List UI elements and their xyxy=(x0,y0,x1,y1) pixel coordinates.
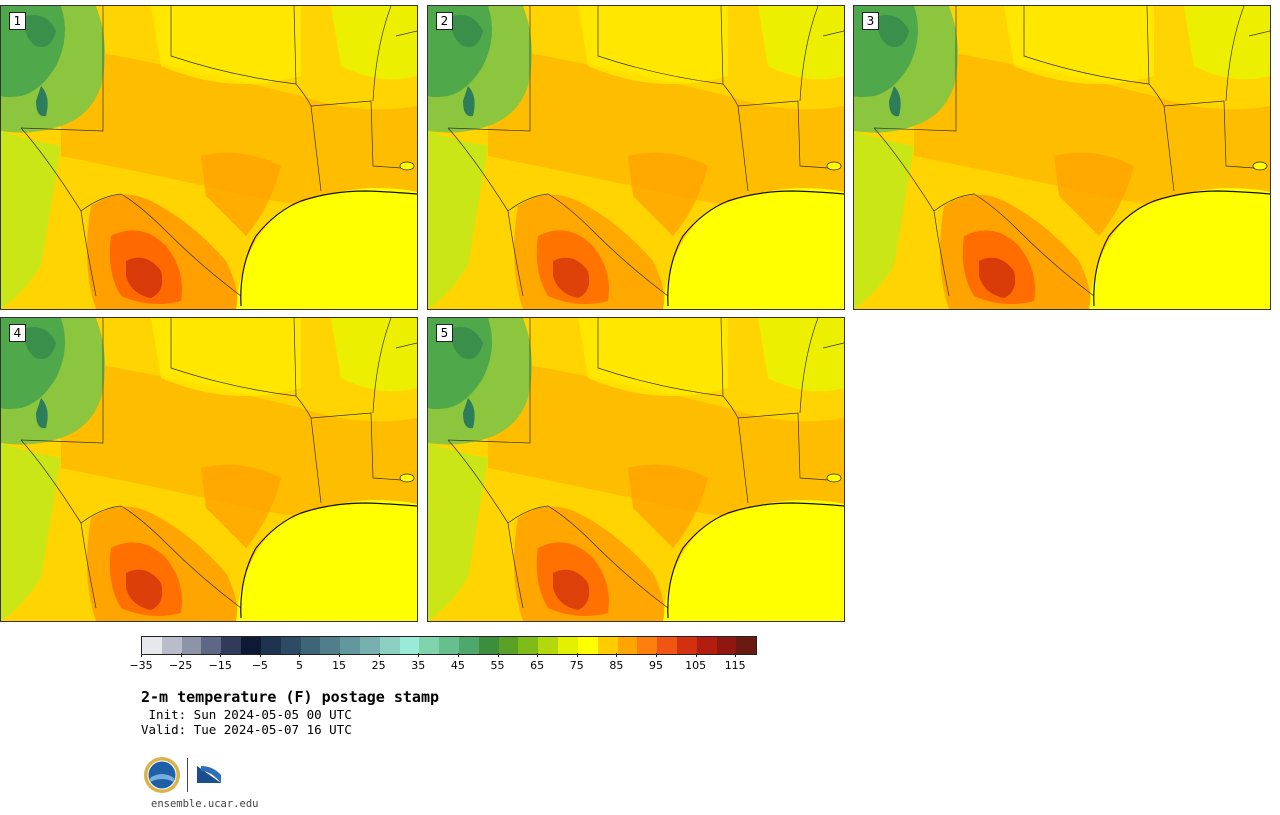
colorbar-swatch xyxy=(676,637,697,654)
colorbar-swatch xyxy=(419,637,440,654)
colorbar-swatch xyxy=(201,637,222,654)
temperature-map xyxy=(1,318,417,621)
ensemble-member-map-2: 2 xyxy=(427,5,845,310)
colorbar-tick-label: 15 xyxy=(332,659,347,672)
colorbar-tick xyxy=(339,653,341,657)
colorbar-swatch xyxy=(716,637,737,654)
colorbar-tick-label: 105 xyxy=(685,659,707,672)
colorbar-swatch xyxy=(518,637,539,654)
colorbar-tick-label: −25 xyxy=(169,659,193,672)
colorbar-swatch xyxy=(617,637,638,654)
colorbar-tick-label: 85 xyxy=(609,659,624,672)
colorbar-tick-label: 45 xyxy=(450,659,465,672)
temperature-map xyxy=(854,6,1270,309)
temperature-map xyxy=(428,318,844,621)
member-label: 4 xyxy=(9,324,26,342)
nsf-logo-icon xyxy=(144,757,180,793)
colorbar-tick-label: 65 xyxy=(530,659,545,672)
ensemble-member-map-1: 1 xyxy=(0,5,418,310)
colorbar-tick-label: −15 xyxy=(208,659,232,672)
colorbar-tick xyxy=(616,653,618,657)
sponsor-logos xyxy=(143,756,283,796)
colorbar-swatch xyxy=(558,637,578,654)
colorbar-tick-label: 55 xyxy=(490,659,505,672)
ensemble-member-map-3: 3 xyxy=(853,5,1271,310)
colorbar-tick-label: 115 xyxy=(724,659,746,672)
colorbar-tick xyxy=(735,653,737,657)
colorbar-swatch xyxy=(538,637,559,654)
temperature-map xyxy=(428,6,844,309)
init-time: Init: Sun 2024-05-05 00 UTC xyxy=(141,707,352,722)
colorbar-swatch xyxy=(280,637,301,654)
colorbar-swatch xyxy=(459,637,479,654)
colorbar-tick xyxy=(497,653,499,657)
site-url: ensemble.ucar.edu xyxy=(151,798,259,810)
colorbar-swatch xyxy=(597,637,618,654)
colorbar-swatch xyxy=(181,637,202,654)
colorbar-swatch xyxy=(340,637,360,654)
colorbar-tick-label: 25 xyxy=(371,659,386,672)
member-label: 3 xyxy=(862,12,879,30)
colorbar-swatch xyxy=(736,637,757,654)
colorbar-swatch xyxy=(637,637,658,654)
colorbar-swatch xyxy=(161,637,182,654)
colorbar-swatch xyxy=(577,637,598,654)
colorbar-tick-label: 95 xyxy=(648,659,663,672)
member-label: 1 xyxy=(9,12,26,30)
ncar-logo-icon xyxy=(197,766,221,783)
colorbar-tick xyxy=(537,653,539,657)
colorbar-swatch xyxy=(379,637,400,654)
colorbar-ticks: −35 −25 −15 −5 5 15 25 35 45 55 65 75 85 95 105 115 xyxy=(129,653,757,683)
colorbar-tick xyxy=(655,653,657,657)
colorbar-swatch xyxy=(359,637,380,654)
colorbar-tick xyxy=(259,653,261,657)
plot-title: 2-m temperature (F) postage stamp xyxy=(141,688,440,706)
ensemble-member-map-5: 5 xyxy=(427,317,845,622)
colorbar-tick-label: 75 xyxy=(569,659,584,672)
colorbar-swatch xyxy=(260,637,281,654)
colorbar-tick xyxy=(299,653,301,657)
colorbar-swatch xyxy=(300,637,321,654)
temperature-colorbar xyxy=(141,636,757,655)
colorbar-swatch xyxy=(320,637,341,654)
colorbar-swatch xyxy=(399,637,420,654)
colorbar-tick-label: 35 xyxy=(411,659,426,672)
valid-time: Valid: Tue 2024-05-07 16 UTC xyxy=(141,722,352,737)
colorbar-tick xyxy=(141,653,142,657)
colorbar-tick xyxy=(457,653,459,657)
colorbar-tick xyxy=(418,653,420,657)
colorbar-tick-label: 5 xyxy=(295,659,303,672)
colorbar-swatch xyxy=(478,637,499,654)
colorbar-tick-label: −35 xyxy=(129,659,153,672)
colorbar-swatch xyxy=(696,637,717,654)
colorbar-tick-label: −5 xyxy=(251,659,268,672)
member-label: 2 xyxy=(436,12,453,30)
temperature-map xyxy=(1,6,417,309)
colorbar-tick xyxy=(378,653,380,657)
colorbar-swatch xyxy=(657,637,677,654)
colorbar-swatch xyxy=(142,637,162,654)
logo-divider xyxy=(187,758,188,792)
member-label: 5 xyxy=(436,324,453,342)
colorbar-swatch xyxy=(498,637,519,654)
colorbar-tick xyxy=(695,653,697,657)
colorbar-tick xyxy=(576,653,578,657)
colorbar-swatch xyxy=(439,637,459,654)
ensemble-member-map-4: 4 xyxy=(0,317,418,622)
colorbar-swatch xyxy=(241,637,261,654)
colorbar-swatch xyxy=(221,637,242,654)
colorbar-tick xyxy=(220,653,222,657)
colorbar-tick xyxy=(180,653,182,657)
